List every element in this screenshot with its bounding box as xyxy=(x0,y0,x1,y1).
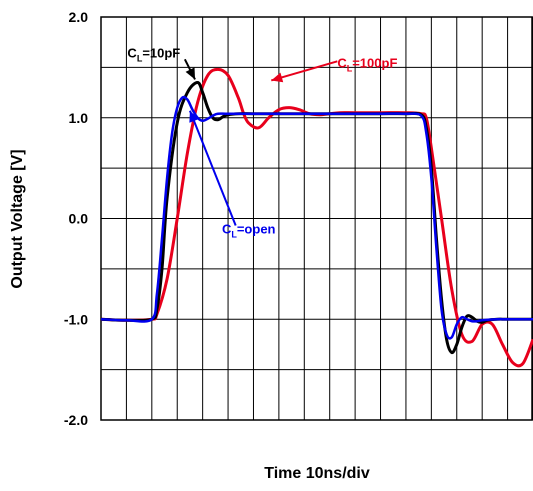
series-lines xyxy=(100,67,533,368)
annotation-label-rest: =open xyxy=(237,222,276,237)
y-tick-label: -1.0 xyxy=(64,311,88,327)
y-tick-label: 2.0 xyxy=(69,9,89,25)
plot-frame xyxy=(100,16,533,421)
y-tick-label: -2.0 xyxy=(64,412,88,428)
annotation-arrowhead xyxy=(189,110,199,123)
annotation-label: CL=100pF xyxy=(337,55,397,73)
annotation-label: CL=open xyxy=(222,222,276,240)
y-axis-label: Output Voltage [V] xyxy=(9,149,26,288)
annotation-label-subscript: L xyxy=(231,230,237,240)
annotation-label-main: C xyxy=(222,222,232,237)
annotation-label-subscript: L xyxy=(347,63,353,73)
annotation-arrowhead xyxy=(185,67,196,80)
annotation-arrowhead xyxy=(271,72,284,83)
annotation-arrow-line xyxy=(270,60,338,82)
y-tick-labels: 2.0 1.0 0.0 -1.0 -2.0 xyxy=(64,9,88,428)
annotation-label-rest: =100pF xyxy=(352,55,397,70)
annotation-label-main: C xyxy=(127,45,137,60)
annotation-label-rest: =10pF xyxy=(142,45,180,60)
plot-border xyxy=(100,16,533,421)
annotation-label-subscript: L xyxy=(137,53,143,63)
x-axis-label: Time 10ns/div xyxy=(264,465,370,482)
series-line-cl-open xyxy=(100,95,533,340)
annotation-arrow-line xyxy=(189,110,237,226)
annotation-label-main: C xyxy=(337,55,347,70)
y-tick-label: 1.0 xyxy=(69,110,89,126)
y-tick-label: 0.0 xyxy=(69,211,89,227)
annotation-label: CL=10pF xyxy=(127,45,180,63)
